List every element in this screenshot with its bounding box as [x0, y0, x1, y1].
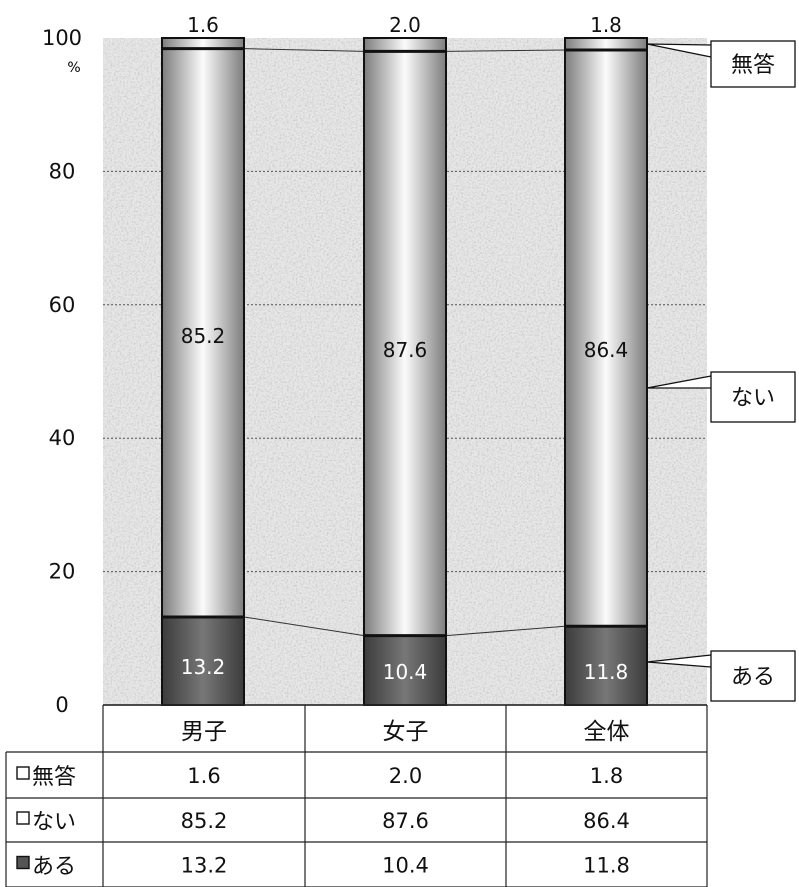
table-header-cell: 男子	[181, 719, 227, 745]
table-cell: 86.4	[583, 809, 630, 833]
table-row-label: ある	[32, 855, 76, 880]
bar-segment-nai	[564, 49, 648, 628]
value-label-nai: 86.4	[584, 338, 629, 362]
value-label-aru: 13.2	[181, 655, 226, 679]
table-header-cell: 全体	[584, 719, 630, 745]
y-axis-unit: %	[67, 60, 80, 76]
value-label-nai: 85.2	[181, 324, 226, 348]
table-row-label: ない	[32, 810, 76, 835]
bar-segment-muto	[363, 37, 447, 53]
connector-line	[445, 625, 566, 637]
bar-segment-nai	[161, 47, 245, 618]
callout-pointer	[646, 375, 712, 389]
callout-box	[710, 371, 796, 423]
legend-swatch	[16, 855, 30, 870]
y-tick-label: 100	[42, 26, 82, 50]
y-tick-label: 80	[49, 159, 76, 183]
legend-swatch	[16, 766, 30, 780]
table-cell: 13.2	[181, 854, 228, 878]
table-cell: 1.6	[187, 764, 220, 788]
value-label-muto: 1.8	[590, 13, 622, 37]
legend-swatch	[16, 811, 30, 825]
bar-segment-aru	[363, 634, 447, 707]
table-cell: 1.8	[590, 764, 623, 788]
callout-box	[710, 650, 796, 702]
y-axis-ticks: 0 20 40 60 80 100	[42, 26, 82, 717]
table-header-cell: 女子	[383, 719, 429, 745]
series-connector-lines	[243, 48, 566, 637]
callout-pointer	[646, 654, 712, 668]
bar-segment-muto	[161, 37, 245, 50]
y-tick-label: 0	[55, 693, 68, 717]
callout-pointer	[646, 43, 712, 58]
callout-label: ある	[731, 665, 775, 690]
table-row-label: 無答	[32, 765, 76, 790]
table-cell: 2.0	[389, 764, 422, 788]
callout-label: 無答	[731, 53, 775, 78]
bar-segment-muto	[564, 37, 648, 52]
value-label-aru: 10.4	[383, 660, 428, 684]
value-label-muto: 2.0	[389, 13, 421, 37]
table-cell: 85.2	[181, 809, 228, 833]
y-tick-label: 40	[49, 426, 76, 450]
bar-segment-nai	[363, 50, 447, 637]
table-cell: 87.6	[382, 809, 429, 833]
table-cell: 11.8	[583, 854, 630, 878]
value-label-muto: 1.6	[187, 13, 219, 37]
value-label-aru: 11.8	[584, 660, 629, 684]
y-tick-label: 60	[49, 293, 76, 317]
bars	[161, 37, 648, 707]
connector-line	[445, 49, 566, 52]
connector-line	[243, 48, 365, 52]
connector-line	[243, 616, 365, 637]
table-cell: 10.4	[382, 854, 429, 878]
y-tick-label: 20	[49, 560, 76, 584]
callout-box	[710, 40, 796, 88]
value-label-nai: 87.6	[383, 338, 428, 362]
value-labels: 1.6 85.2 13.2 2.0 87.6 10.4 1.8 86.4 11.8	[181, 13, 629, 684]
callout-label: ない	[731, 386, 775, 411]
